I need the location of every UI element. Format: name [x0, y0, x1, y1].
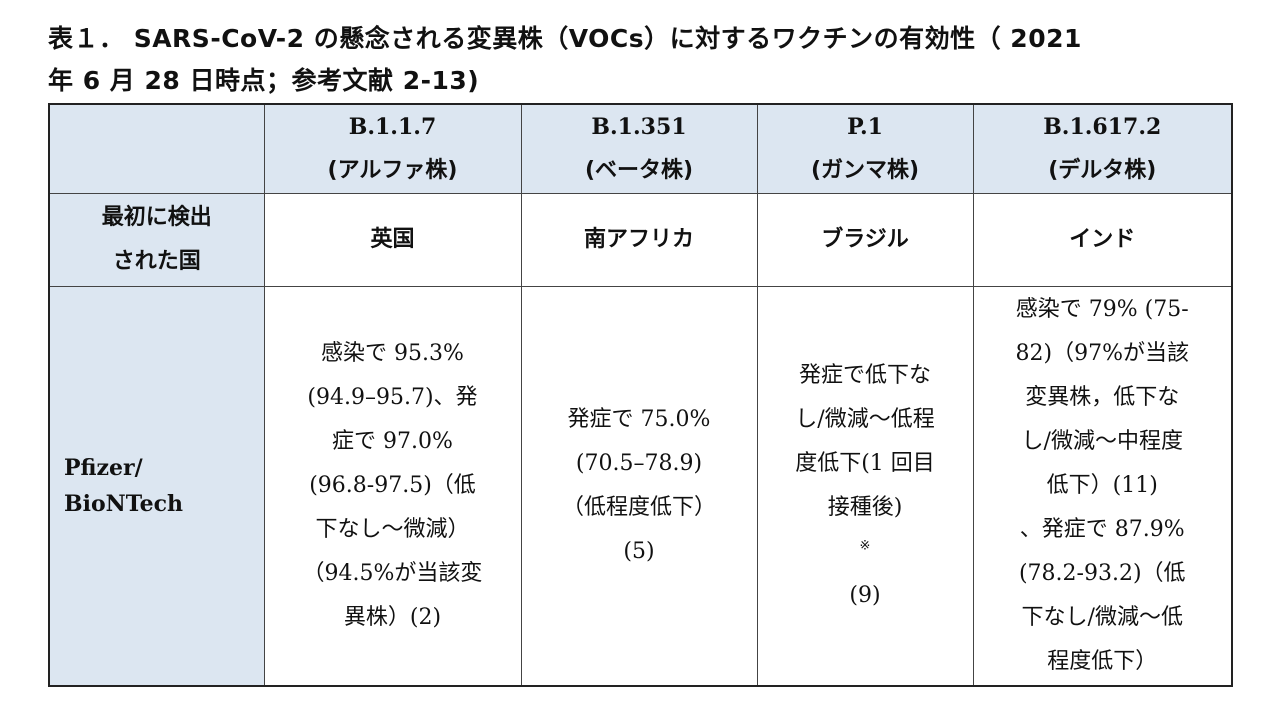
- country-cell: ブラジル: [756, 193, 974, 287]
- header-cell-p1: P.1 (ガンマ株): [756, 103, 974, 194]
- vaccine-row-label: Pfizer/ BioNTech: [48, 286, 265, 687]
- reference-number: (9): [849, 583, 881, 608]
- variant-alias: (ベータ株): [584, 158, 694, 183]
- footnote-mark: ※: [859, 538, 871, 554]
- variant-code: B.1.351: [591, 114, 687, 140]
- variant-alias: (アルファ株): [327, 158, 458, 183]
- effectiveness-cell-p1: 発症で低下な し/微減～低程 度低下(1 回目 接種後) ※ (9): [756, 286, 974, 687]
- country-row-label: 最初に検出 された国: [48, 193, 265, 287]
- header-row: B.1.1.7 (アルファ株) B.1.351 (ベータ株) P.1 (ガンマ株…: [48, 103, 1233, 194]
- variant-code: B.1.617.2: [1043, 114, 1162, 140]
- variant-code: B.1.1.7: [348, 114, 437, 140]
- variant-code: P.1: [847, 114, 883, 140]
- variant-alias: (ガンマ株): [810, 158, 920, 183]
- header-cell-b16172: B.1.617.2 (デルタ株): [972, 103, 1233, 194]
- vaccine-row-pfizer: Pfizer/ BioNTech 感染で 95.3% (94.9–95.7)、発…: [48, 286, 1233, 687]
- variant-alias: (デルタ株): [1048, 158, 1157, 183]
- vaccine-effectiveness-table: B.1.1.7 (アルファ株) B.1.351 (ベータ株) P.1 (ガンマ株…: [48, 103, 1233, 687]
- caption-line-1: 表１． SARS-CoV-2 の懸念される変異株（VOCs）に対するワクチンの有…: [48, 24, 1082, 53]
- caption-line-2: 年 6 月 28 日時点；参考文献 2-13): [48, 66, 480, 95]
- country-cell: インド: [972, 193, 1233, 287]
- country-cell: 南アフリカ: [520, 193, 758, 287]
- header-cell-b1351: B.1.351 (ベータ株): [520, 103, 758, 194]
- effectiveness-cell-b117: 感染で 95.3% (94.9–95.7)、発 症で 97.0% (96.8-9…: [263, 286, 522, 687]
- effectiveness-cell-b16172: 感染で 79% (75- 82)（97%が当該 変異株，低下な し/微減～中程度…: [972, 286, 1233, 687]
- table-caption: 表１． SARS-CoV-2 の懸念される変異株（VOCs）に対するワクチンの有…: [48, 18, 1238, 102]
- country-cell: 英国: [263, 193, 522, 287]
- country-row: 最初に検出 された国 英国 南アフリカ ブラジル インド: [48, 193, 1233, 287]
- header-corner-cell: [48, 103, 265, 194]
- effectiveness-cell-b1351: 発症で 75.0% (70.5–78.9) （低程度低下） (5): [520, 286, 758, 687]
- header-cell-b117: B.1.1.7 (アルファ株): [263, 103, 522, 194]
